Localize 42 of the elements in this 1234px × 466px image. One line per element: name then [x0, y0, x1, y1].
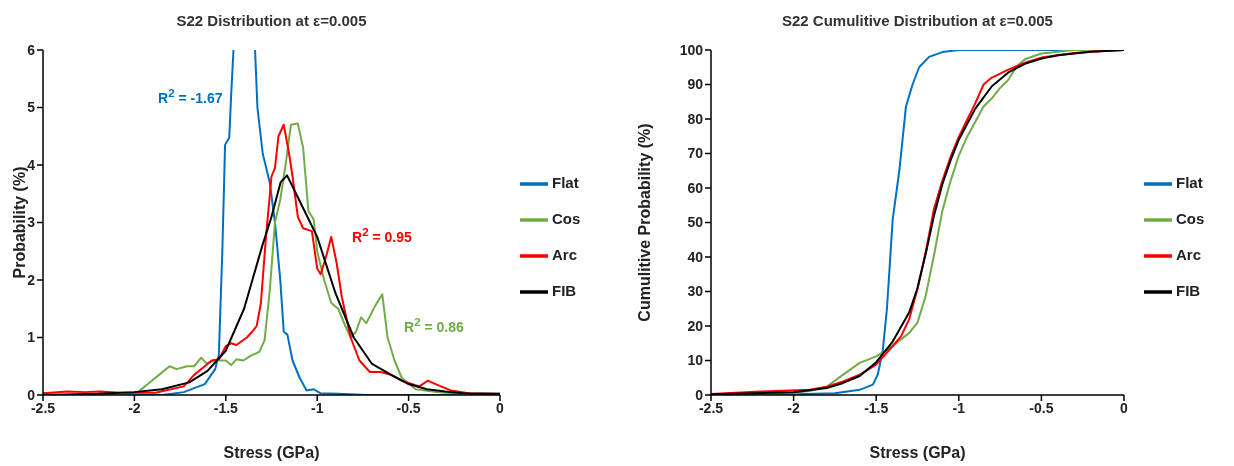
legend-label: Cos: [552, 210, 581, 227]
y-tick-label: 5: [27, 99, 36, 116]
y-tick-label: 10: [687, 352, 704, 369]
x-tick-label: -0.5: [1029, 399, 1054, 416]
chart-title: S22 Distribution at ε=0.005: [175, 12, 368, 29]
y-tick-label: 2: [27, 271, 36, 288]
x-tick-label: -2: [128, 399, 141, 416]
legend-label: Flat: [552, 174, 579, 191]
legend-label: Arc: [552, 246, 578, 263]
x-axis-title: Stress (GPa): [223, 444, 320, 461]
x-tick-label: -1: [310, 399, 324, 416]
legend-label: FIB: [1176, 282, 1201, 299]
y-tick-label: 40: [687, 248, 704, 265]
y-tick-label: 50: [687, 214, 704, 231]
legend-label: FIB: [552, 282, 577, 299]
y-tick-label: 6: [27, 41, 36, 58]
legend-label: Cos: [1176, 210, 1205, 227]
y-tick-label: 90: [687, 76, 704, 93]
legend-label: Flat: [1176, 174, 1203, 191]
y-tick-label: 20: [687, 317, 704, 334]
y-tick-label: 3: [27, 214, 36, 231]
x-tick-label: -1.5: [864, 399, 889, 416]
fit-score-label: R$^{2}$ = 0.95: [352, 224, 412, 246]
x-tick-label: 0: [496, 399, 505, 416]
y-tick-label: 60: [687, 179, 704, 196]
y-tick-label: 4: [27, 156, 36, 173]
fit-score-label: R$^{2}$ = 0.86: [404, 314, 464, 336]
chart-title: S22 Cumulitive Distribution at ε=0.005: [781, 12, 1054, 29]
x-tick-label: -1.5: [213, 399, 239, 416]
y-tick-label: 70: [687, 145, 704, 162]
x-axis-title: Stress (GPa): [869, 444, 966, 461]
x-tick-label: -0.5: [396, 399, 421, 416]
y-tick-label: 100: [679, 41, 704, 58]
fit-score-label: R$^{2}$ = -1.67: [158, 85, 223, 107]
y-tick-label: 80: [687, 110, 704, 127]
y-tick-label: 30: [687, 283, 704, 300]
legend-label: Arc: [1176, 246, 1202, 263]
x-tick-label: 0: [1120, 399, 1129, 416]
x-tick-label: -1: [952, 399, 966, 416]
y-tick-label: 1: [27, 329, 36, 346]
y-axis-title: Cumulitive Probability (%): [636, 123, 654, 322]
x-tick-label: -2: [787, 399, 801, 416]
